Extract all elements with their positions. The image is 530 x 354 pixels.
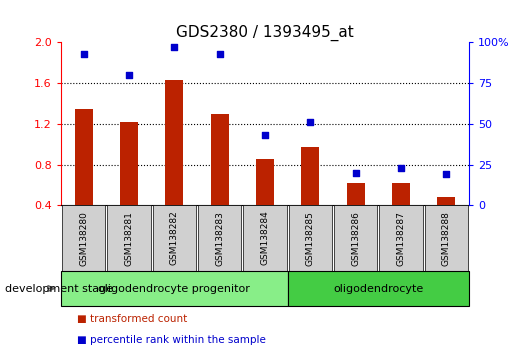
Point: [125, 72, 133, 78]
Bar: [301, 147, 320, 205]
Point: [80, 51, 88, 57]
Point: [170, 45, 179, 50]
Bar: [210, 114, 229, 205]
Text: GSM138282: GSM138282: [170, 211, 179, 266]
Point: [351, 170, 360, 176]
Text: ■ percentile rank within the sample: ■ percentile rank within the sample: [77, 335, 266, 345]
Text: GSM138283: GSM138283: [215, 211, 224, 266]
Bar: [256, 159, 274, 205]
Bar: [165, 80, 183, 205]
Text: GSM138280: GSM138280: [79, 211, 88, 266]
Text: oligodendrocyte: oligodendrocyte: [333, 284, 423, 293]
Text: GSM138286: GSM138286: [351, 211, 360, 266]
Bar: [437, 197, 455, 205]
Text: GDS2380 / 1393495_at: GDS2380 / 1393495_at: [176, 25, 354, 41]
Text: GSM138288: GSM138288: [442, 211, 451, 266]
Text: oligodendrocyte progenitor: oligodendrocyte progenitor: [99, 284, 250, 293]
Text: GSM138285: GSM138285: [306, 211, 315, 266]
Point: [397, 165, 405, 171]
Point: [261, 132, 269, 138]
Bar: [347, 183, 365, 205]
Point: [215, 51, 224, 57]
Bar: [120, 122, 138, 205]
Text: ■ transformed count: ■ transformed count: [77, 314, 187, 324]
Text: GSM138284: GSM138284: [261, 211, 269, 266]
Text: development stage: development stage: [5, 284, 113, 293]
Point: [442, 172, 450, 177]
Bar: [75, 109, 93, 205]
Text: GSM138281: GSM138281: [125, 211, 134, 266]
Point: [306, 119, 315, 125]
Text: GSM138287: GSM138287: [396, 211, 405, 266]
Bar: [392, 183, 410, 205]
